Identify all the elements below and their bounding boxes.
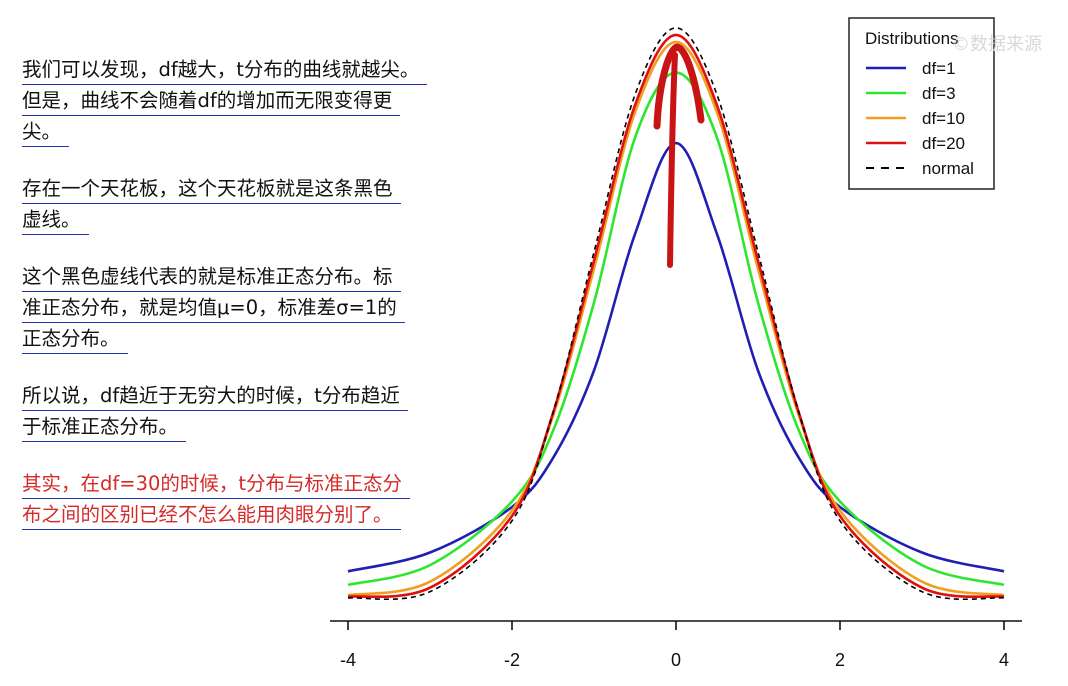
legend-label: df=1	[922, 59, 956, 78]
note-line: 存在一个天花板，这个天花板就是这条黑色	[22, 175, 401, 204]
x-tick-label: -4	[340, 650, 356, 670]
curves-layer	[347, 27, 1005, 601]
explanation-notes: 我们可以发现，df越大，t分布的曲线就越尖。 但是，曲线不会随着df的增加而无限变…	[22, 56, 522, 558]
legend-label: normal	[922, 159, 974, 178]
x-tick-label: 2	[835, 650, 845, 670]
legend-label: df=10	[922, 109, 965, 128]
note-line: 虚线。	[22, 206, 89, 235]
note-line: 于标准正态分布。	[22, 413, 187, 442]
note-paragraph: 这个黑色虚线代表的就是标准正态分布。标 准正态分布，就是均值μ=0，标准差σ=1的…	[22, 263, 522, 354]
red-arrow-annotation	[653, 43, 705, 268]
note-line: 这个黑色虚线代表的就是标准正态分布。标	[22, 263, 401, 292]
note-line: 但是，曲线不会随着df的增加而无限变得更	[22, 87, 401, 116]
annotation-arrow-head	[653, 43, 705, 130]
note-paragraph: 所以说，df趋近于无穷大的时候，t分布趋近 于标准正态分布。	[22, 382, 522, 442]
annotation-arrow-shaft	[667, 52, 678, 268]
note-paragraph: 存在一个天花板，这个天花板就是这条黑色 虚线。	[22, 175, 522, 235]
note-paragraph: 我们可以发现，df越大，t分布的曲线就越尖。 但是，曲线不会随着df的增加而无限变…	[22, 56, 522, 147]
note-line: 正态分布。	[22, 325, 128, 354]
series-line-df10	[347, 40, 1005, 597]
series-line-normal	[347, 27, 1005, 601]
note-line: 尖。	[22, 118, 70, 147]
watermark: ©数据来源	[952, 34, 1042, 55]
series-line-df1	[347, 141, 1005, 573]
note-line: 布之间的区别已经不怎么能用肉眼分别了。	[22, 501, 401, 530]
legend-label: df=20	[922, 134, 965, 153]
note-line: 准正态分布，就是均值μ=0，标准差σ=1的	[22, 294, 405, 323]
x-tick-label: -2	[504, 650, 520, 670]
legend-title: Distributions	[865, 29, 959, 48]
legend-label: df=3	[922, 84, 956, 103]
note-paragraph: 其实，在df=30的时候，t分布与标准正态分 布之间的区别已经不怎么能用肉眼分别了…	[22, 470, 522, 530]
note-line: 所以说，df趋近于无穷大的时候，t分布趋近	[22, 382, 408, 411]
series-line-df20	[347, 33, 1005, 599]
legend-box	[848, 17, 995, 190]
legend: Distributions df=1 df=3 df=10 df=20 normal	[848, 17, 995, 190]
note-line: 其实，在df=30的时候，t分布与标准正态分	[22, 470, 411, 499]
x-tick-label: 4	[999, 650, 1009, 670]
note-line: 我们可以发现，df越大，t分布的曲线就越尖。	[22, 56, 428, 85]
x-tick-label: 0	[671, 650, 681, 670]
x-axis: -4 -2 0 2 4	[330, 620, 1022, 670]
